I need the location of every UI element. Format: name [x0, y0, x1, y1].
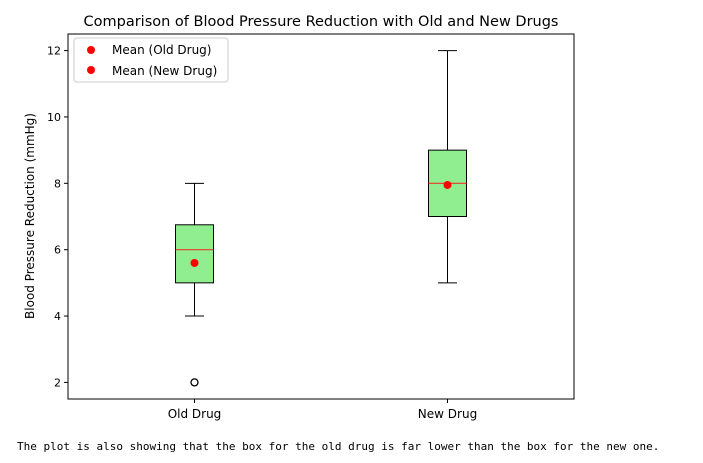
legend-marker-new	[87, 66, 95, 74]
box-new-drug	[428, 50, 467, 284]
x-tick-label: Old Drug	[168, 407, 222, 421]
legend-label-new: Mean (New Drug)	[112, 64, 217, 78]
y-tick-label: 4	[54, 310, 61, 323]
x-tick-label: New Drug	[418, 407, 477, 421]
legend: Mean (Old Drug) Mean (New Drug)	[73, 37, 229, 83]
plot-area	[67, 33, 575, 400]
mean-marker	[190, 258, 199, 267]
caption-text: The plot is also showing that the box fo…	[17, 440, 660, 453]
y-axis-label: Blood Pressure Reduction (mmHg)	[23, 113, 37, 319]
y-tick-label: 6	[54, 244, 61, 257]
outlier-point	[190, 378, 199, 387]
iqr-box	[175, 224, 214, 284]
box-old-drug	[175, 182, 214, 387]
legend-label-old: Mean (Old Drug)	[112, 43, 211, 57]
y-tick-label: 12	[47, 45, 61, 58]
y-tick-label: 8	[54, 177, 61, 190]
y-axis-ticks: 2 4 6 8 10 12	[47, 45, 68, 389]
chart-title: Comparison of Blood Pressure Reduction w…	[84, 14, 559, 30]
y-tick-label: 10	[47, 111, 61, 124]
mean-marker	[443, 180, 452, 189]
legend-marker-old	[87, 46, 95, 54]
x-axis-ticks: Old Drug New Drug	[168, 399, 477, 421]
box-series	[175, 50, 467, 387]
legend-frame	[73, 37, 229, 83]
box-plot-chart: Comparison of Blood Pressure Reduction w…	[23, 14, 575, 421]
y-tick-label: 2	[54, 376, 61, 389]
